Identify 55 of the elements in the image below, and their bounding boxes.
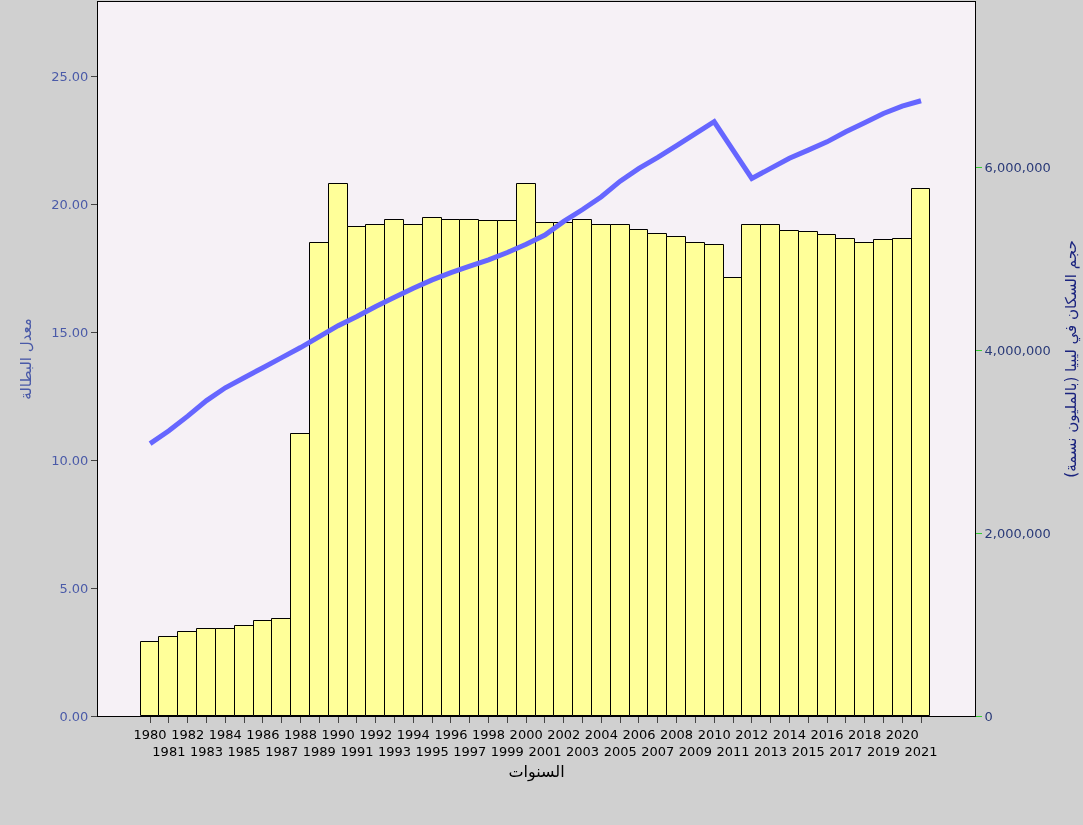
y-tick-label: 10.00 bbox=[51, 452, 89, 468]
x-tick-label: 1999 bbox=[490, 743, 524, 759]
x-tick-label: 1984 bbox=[208, 726, 242, 742]
x-tick-label: 1983 bbox=[189, 743, 224, 759]
x-tick-label: 2018 bbox=[848, 726, 882, 742]
x-tick-label: 2000 bbox=[509, 726, 543, 742]
x-tick-label: 2007 bbox=[641, 743, 675, 759]
y-tick-label: 15.00 bbox=[51, 324, 89, 340]
x-tick-label: 2021 bbox=[904, 743, 938, 759]
x-tick-label: 1987 bbox=[265, 743, 299, 759]
y-axis-title: معدل البطالة bbox=[17, 318, 36, 400]
x-tick-label: 2010 bbox=[697, 726, 731, 742]
y2-axis-title: حجم السكان في ليبيا (بالمليون نسمة) bbox=[1061, 240, 1081, 478]
x-tick-label: 2001 bbox=[528, 743, 562, 759]
x-tick-label: 2016 bbox=[810, 726, 844, 742]
x-tick-label: 1998 bbox=[472, 726, 506, 742]
x-tick-label: 1986 bbox=[246, 726, 280, 742]
x-tick-label: 2004 bbox=[584, 726, 618, 742]
y-tick-label: 25.00 bbox=[51, 68, 89, 84]
x-tick-label: 2012 bbox=[735, 726, 769, 742]
x-tick-label: 1991 bbox=[340, 743, 374, 759]
x-tick-label: 1980 bbox=[133, 726, 167, 742]
y2-tick-label: 2,000,000 bbox=[984, 525, 1051, 541]
x-tick-label: 1994 bbox=[396, 726, 430, 742]
y-tick-label: 5.00 bbox=[59, 580, 89, 596]
x-tick-label: 2014 bbox=[772, 726, 806, 742]
x-tick-label: 1982 bbox=[171, 726, 205, 742]
y-tick-label: 20.00 bbox=[51, 196, 89, 212]
x-tick-label: 2013 bbox=[754, 743, 788, 759]
y2-tick-label: 6,000,000 bbox=[984, 160, 1051, 176]
x-tick-label: 1989 bbox=[302, 743, 336, 759]
x-tick-label: 1981 bbox=[152, 743, 186, 759]
x-tick-label: 1985 bbox=[227, 743, 261, 759]
x-tick-label: 2008 bbox=[660, 726, 694, 742]
x-tick-label: 1990 bbox=[321, 726, 355, 742]
x-tick-label: 1993 bbox=[377, 743, 412, 759]
x-tick-label: 1996 bbox=[434, 726, 468, 742]
y2-tick-label: 4,000,000 bbox=[984, 342, 1051, 358]
x-tick-label: 1997 bbox=[453, 743, 487, 759]
y2-tick-label: 0 bbox=[984, 708, 993, 724]
x-tick-label: 2003 bbox=[566, 743, 600, 759]
x-tick-label: 2015 bbox=[791, 743, 825, 759]
x-tick-label: 2019 bbox=[866, 743, 900, 759]
x-axis-title: السنوات bbox=[508, 762, 565, 783]
x-tick-label: 2017 bbox=[829, 743, 863, 759]
x-tick-label: 1988 bbox=[283, 726, 318, 742]
x-tick-label: 2005 bbox=[603, 743, 637, 759]
x-tick-label: 1992 bbox=[359, 726, 393, 742]
x-tick-label: 2002 bbox=[547, 726, 581, 742]
x-tick-label: 2009 bbox=[678, 743, 712, 759]
y-tick-label: 0.00 bbox=[59, 708, 89, 724]
x-tick-label: 2006 bbox=[622, 726, 656, 742]
x-tick-label: 2011 bbox=[716, 743, 750, 759]
x-tick-label: 1995 bbox=[415, 743, 449, 759]
x-tick-label: 2020 bbox=[885, 726, 919, 742]
